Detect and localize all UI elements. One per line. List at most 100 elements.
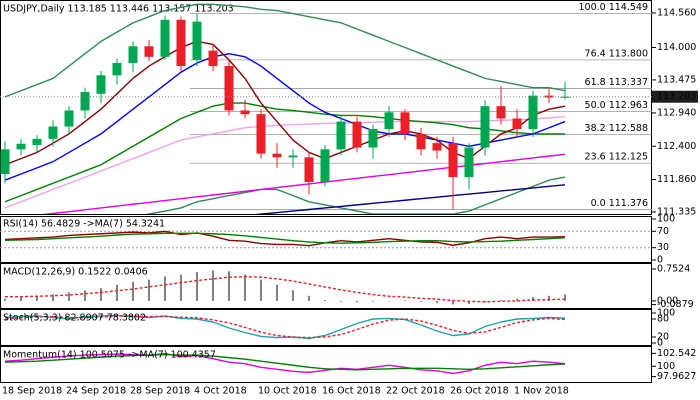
histogram-bar <box>164 276 166 301</box>
histogram-bar <box>500 300 502 301</box>
histogram-bar <box>132 281 134 301</box>
histogram-bar <box>116 284 118 301</box>
histogram-bar <box>180 274 182 301</box>
fib-label: 23.6 112.125 <box>585 152 648 163</box>
candle-body <box>240 110 250 115</box>
indicator-label: Stoch(5,3,3) 82.8907 78.3802 <box>3 313 146 324</box>
fib-label: 76.4 113.800 <box>585 48 648 59</box>
y-tick-label: 112.400 <box>657 141 696 152</box>
candle-body <box>48 126 58 139</box>
y-tick-label: 20 <box>657 332 669 343</box>
candle-body <box>192 21 202 60</box>
histogram-bar <box>468 300 470 304</box>
candle-body <box>272 153 282 158</box>
indicator-line <box>5 276 566 303</box>
candle-body <box>112 62 122 76</box>
histogram-bar <box>532 297 534 301</box>
macd-panel-frame <box>0 263 652 309</box>
candle-body <box>480 106 490 148</box>
histogram-bar <box>148 279 150 301</box>
x-tick-label: 24 Sep 2018 <box>66 386 126 397</box>
candle-body <box>496 106 506 119</box>
y-tick-label: 0 <box>657 255 663 266</box>
histogram-bar <box>20 297 22 301</box>
candle-body <box>224 66 234 111</box>
histogram-bar <box>100 288 102 301</box>
y-tick-label: 100 <box>657 308 675 319</box>
histogram-bar <box>436 300 438 304</box>
histogram-bar <box>52 294 54 301</box>
indicator-line <box>4 232 566 244</box>
candle-body <box>432 143 442 151</box>
candle-body <box>336 121 346 150</box>
chart-title: USDJPY,Daily 113.185 113.446 113.157 113… <box>3 4 234 15</box>
candle-body <box>256 114 266 154</box>
y-tick-label: 70 <box>657 226 669 237</box>
indicator-line <box>4 314 566 340</box>
histogram-bar <box>516 298 518 301</box>
y-tick-label: 0.7524 <box>657 264 690 275</box>
candle-body <box>128 46 138 63</box>
candle-body <box>0 149 10 175</box>
y-tick-label: 114.560 <box>657 7 696 18</box>
panel <box>0 3 652 214</box>
histogram-bar <box>292 290 294 301</box>
histogram-bar <box>212 270 214 301</box>
panel <box>0 230 652 249</box>
candle-body <box>16 143 26 150</box>
y-tick-label: 111.335 <box>657 206 696 217</box>
indicator-label: Momentum(14) 100.5075 ->MA(7) 100.4357 <box>3 350 216 361</box>
candle-body <box>288 155 298 158</box>
panel <box>4 314 566 340</box>
histogram-bar <box>68 292 70 301</box>
histogram-bar <box>548 295 550 301</box>
histogram-bar <box>244 274 246 301</box>
candle-body <box>32 138 42 146</box>
histogram-bar <box>404 300 406 301</box>
panel <box>4 352 566 375</box>
candle-body <box>384 112 394 129</box>
histogram-bar <box>340 300 342 302</box>
candle-body <box>96 75 106 94</box>
indicator-line <box>4 353 566 371</box>
indicator-line <box>4 3 566 98</box>
histogram-bar <box>420 300 422 302</box>
indicator-label: MACD(12,26,9) 0.1522 0.0406 <box>3 267 148 278</box>
histogram-bar <box>260 279 262 301</box>
histogram-bar <box>276 284 278 301</box>
candle-body <box>144 46 154 57</box>
y-tick-label: 112.940 <box>657 107 696 118</box>
candle-body <box>512 118 522 129</box>
panel <box>4 270 566 305</box>
fib-label: 0.0 111.376 <box>591 198 648 209</box>
y-tick-label: 97.9627 <box>657 371 696 382</box>
x-tick-label: 10 Oct 2018 <box>258 386 317 397</box>
last-price-tag <box>652 90 698 103</box>
candle-body <box>320 149 330 183</box>
histogram-bar <box>308 295 310 301</box>
x-tick-label: 22 Oct 2018 <box>386 386 445 397</box>
histogram-bar <box>324 300 326 301</box>
y-tick-label: 80 <box>657 314 669 325</box>
candle-body <box>160 19 170 57</box>
candle-body <box>560 96 570 98</box>
histogram-bar <box>356 300 358 303</box>
y-tick-label: 100 <box>657 214 675 225</box>
candle-body <box>368 128 378 148</box>
y-tick-label: 111.860 <box>657 174 696 185</box>
candle-body <box>416 133 426 150</box>
candle-body <box>400 112 410 134</box>
candle-body <box>464 147 474 178</box>
y-tick-label: 102.542 <box>657 348 696 359</box>
histogram-bar <box>564 294 566 301</box>
indicator-line <box>4 315 566 339</box>
histogram-bar <box>4 298 6 301</box>
indicator-line <box>4 52 566 181</box>
main-panel-frame <box>0 0 652 215</box>
y-tick-label: 100 <box>657 361 675 372</box>
candle-body <box>448 143 458 178</box>
fib-label: 100.0 114.549 <box>578 2 648 13</box>
x-tick-label: 4 Oct 2018 <box>194 386 247 397</box>
histogram-bar <box>36 295 38 301</box>
stoch-panel-frame <box>0 309 652 346</box>
